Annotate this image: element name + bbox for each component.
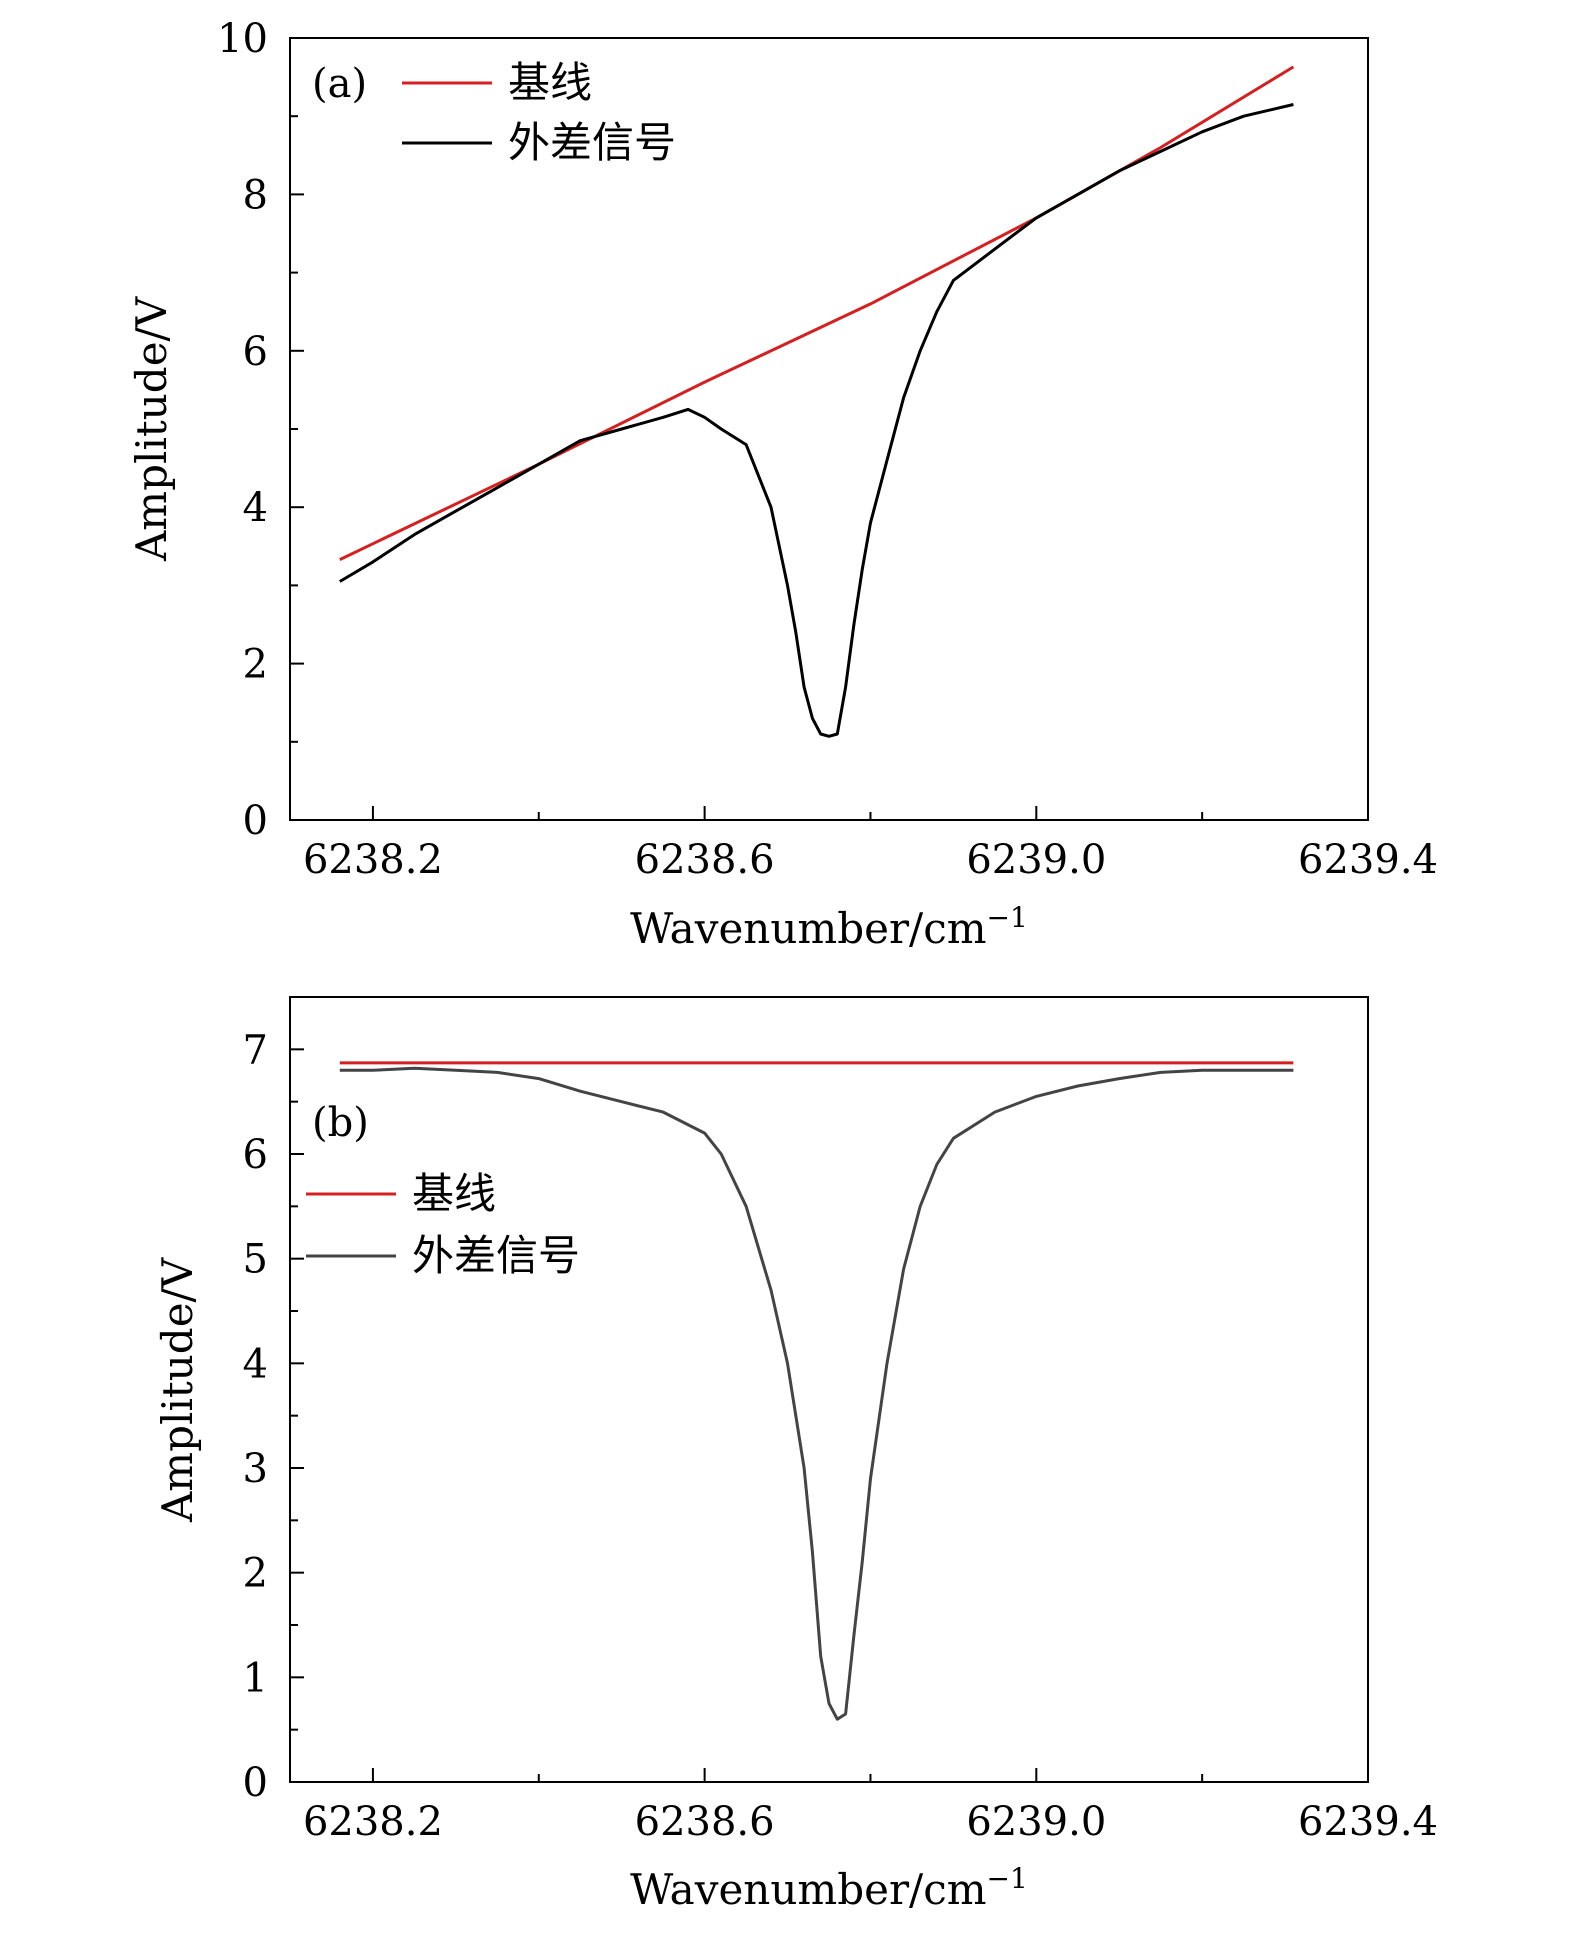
- x-tick-label: 6239.0: [966, 837, 1106, 883]
- y-tick-label: 6: [243, 1132, 268, 1178]
- series-line-a-baseline: [339, 65, 1295, 561]
- ticks-b: 6238.2 6238.6 6239.0 6239.4 0 1 2 3 4 5 6 7: [243, 996, 1438, 1845]
- x-tick-label: 6239.0: [966, 1799, 1106, 1845]
- y-tick-label: 4: [243, 1341, 268, 1387]
- x-tick-label: 6238.6: [635, 1799, 775, 1845]
- panel-a: 6238.2 6238.6 6239.0 6239.4 0 2 4 6 8 10 (a) 基线 外…: [127, 16, 1438, 953]
- x-tick-label: 6239.4: [1298, 1799, 1438, 1845]
- legend-b-label-baseline: 基线: [412, 1169, 496, 1218]
- series-line-b-signal: [339, 1066, 1294, 1721]
- x-tick-label: 6238.6: [635, 837, 775, 883]
- lines-b: [339, 1061, 1294, 1721]
- lines-a: [339, 65, 1295, 738]
- y-tick-label: 2: [243, 1551, 268, 1597]
- y-tick-label: 2: [243, 642, 268, 688]
- y-axis-label-a: Amplitude/V: [127, 296, 176, 562]
- y-tick-label: 10: [217, 16, 268, 62]
- y-axis-label-b: Amplitude/V: [153, 1257, 202, 1523]
- y-tick-label: 0: [243, 798, 268, 844]
- y-tick-label: 8: [243, 172, 268, 218]
- panel-label-a: (a): [312, 61, 367, 107]
- x-tick-label: 6238.2: [303, 837, 443, 883]
- y-tick-label: 6: [243, 329, 268, 375]
- x-axis-label-b: Wavenumber/cm−1: [630, 1862, 1028, 1914]
- x-tick-label: 6238.2: [303, 1799, 443, 1845]
- y-tick-label: 1: [243, 1655, 268, 1701]
- panel-b: 6238.2 6238.6 6239.0 6239.4 0 1 2 3 4 5 6 7 (b) 基线 …: [153, 996, 1438, 1914]
- plot-frame-a: [289, 37, 1369, 821]
- legend-a: 基线 外差信号: [402, 58, 676, 167]
- y-tick-label: 4: [243, 485, 268, 531]
- x-tick-label: 6239.4: [1298, 837, 1438, 883]
- x-axis-label-a: Wavenumber/cm−1: [630, 901, 1028, 953]
- plot-frame-b: [289, 996, 1369, 1783]
- y-tick-label: 5: [243, 1237, 268, 1283]
- legend-a-label-baseline: 基线: [508, 58, 592, 107]
- y-tick-label: 0: [243, 1760, 268, 1806]
- y-tick-label: 3: [243, 1446, 268, 1492]
- legend-a-label-signal: 外差信号: [508, 118, 676, 167]
- series-line-a-signal: [339, 103, 1294, 738]
- legend-b: 基线 外差信号: [306, 1169, 580, 1280]
- ticks-a: 6238.2 6238.6 6239.0 6239.4 0 2 4 6 8 10: [217, 16, 1438, 883]
- panel-label-b: (b): [312, 1100, 369, 1146]
- legend-b-label-signal: 外差信号: [412, 1231, 580, 1280]
- y-tick-label: 7: [243, 1027, 268, 1073]
